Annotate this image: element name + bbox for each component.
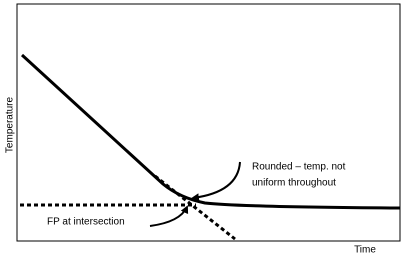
cooling-curve bbox=[20, 53, 401, 210]
x-axis-label: Time bbox=[354, 245, 376, 256]
fp-arrow bbox=[149, 205, 189, 227]
y-axis-label: Temperature bbox=[5, 96, 16, 153]
rounded-label: Rounded – temp. not bbox=[252, 162, 346, 173]
plot-frame bbox=[16, 3, 401, 242]
fp-label: FP at intersection bbox=[47, 217, 125, 228]
rounded-label: uniform throughout bbox=[252, 178, 336, 189]
rounded-arrow bbox=[191, 161, 241, 202]
